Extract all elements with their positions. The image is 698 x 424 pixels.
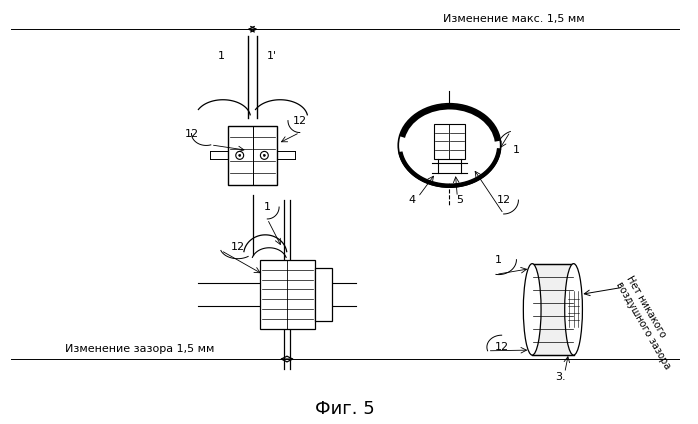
Polygon shape — [450, 149, 500, 187]
Bar — [433, 123, 466, 159]
Text: 1: 1 — [264, 202, 271, 212]
Text: Нет никакого
воздушного зазора: Нет никакого воздушного зазора — [614, 274, 683, 371]
Text: 12: 12 — [230, 242, 245, 252]
Text: 3.: 3. — [556, 372, 566, 382]
Circle shape — [263, 154, 265, 156]
Polygon shape — [399, 152, 450, 187]
Text: 12: 12 — [495, 342, 509, 352]
Bar — [532, 264, 574, 355]
Text: 12: 12 — [292, 116, 307, 126]
Ellipse shape — [399, 104, 500, 187]
Text: 1: 1 — [218, 51, 225, 61]
Text: 5: 5 — [456, 195, 463, 205]
Text: 4: 4 — [408, 195, 415, 205]
Text: Фиг. 5: Фиг. 5 — [315, 400, 375, 418]
Text: Изменение зазора 1,5 мм: Изменение зазора 1,5 мм — [65, 344, 214, 354]
Ellipse shape — [565, 264, 582, 355]
Circle shape — [260, 151, 268, 159]
Bar — [315, 268, 332, 321]
Text: 12: 12 — [184, 128, 198, 139]
Ellipse shape — [524, 264, 541, 355]
Text: 1: 1 — [495, 255, 503, 265]
Text: Изменение макс. 1,5 мм: Изменение макс. 1,5 мм — [443, 14, 584, 24]
Bar — [260, 259, 315, 329]
Text: 1: 1 — [513, 145, 520, 156]
Text: 12: 12 — [496, 195, 511, 205]
Text: 1': 1' — [267, 51, 277, 61]
Bar — [228, 126, 277, 185]
Circle shape — [239, 154, 241, 156]
Circle shape — [236, 151, 244, 159]
